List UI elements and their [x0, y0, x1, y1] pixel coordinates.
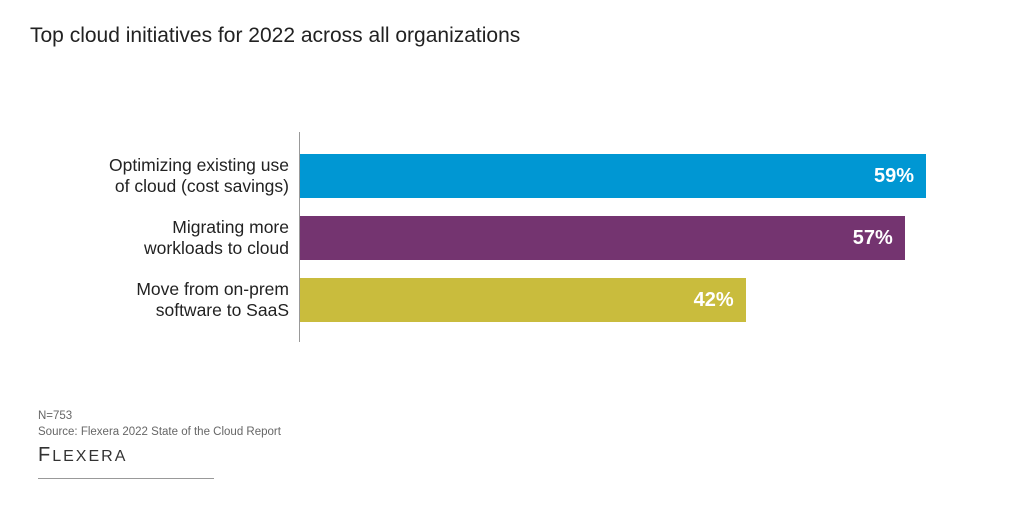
bar: 57% [300, 216, 905, 260]
category-label: Optimizing existing use of cloud (cost sa… [29, 155, 289, 197]
data-label: 42% [693, 289, 734, 311]
category-label-line: Move from on-prem [136, 279, 289, 299]
chart-title: Top cloud initiatives for 2022 across al… [30, 24, 521, 47]
y-axis-line [299, 132, 300, 342]
bar: 42% [300, 278, 746, 322]
footer-divider [38, 478, 214, 479]
data-label: 57% [852, 227, 893, 249]
category-label: Migrating more workloads to cloud [29, 217, 289, 259]
category-label-line: Migrating more [172, 217, 289, 237]
data-label: 59% [873, 165, 914, 187]
flexera-logo: FLEXERA [38, 444, 128, 466]
sample-size-note: N=753 [38, 410, 73, 422]
source-note: Source: Flexera 2022 State of the Cloud … [38, 426, 281, 438]
category-label-line: software to SaaS [155, 300, 289, 320]
bar: 59% [300, 154, 926, 198]
category-label: Move from on-prem software to SaaS [29, 279, 289, 321]
category-label-line: workloads to cloud [144, 238, 289, 258]
category-label-line: of cloud (cost savings) [114, 176, 289, 196]
category-label-line: Optimizing existing use [109, 155, 289, 175]
